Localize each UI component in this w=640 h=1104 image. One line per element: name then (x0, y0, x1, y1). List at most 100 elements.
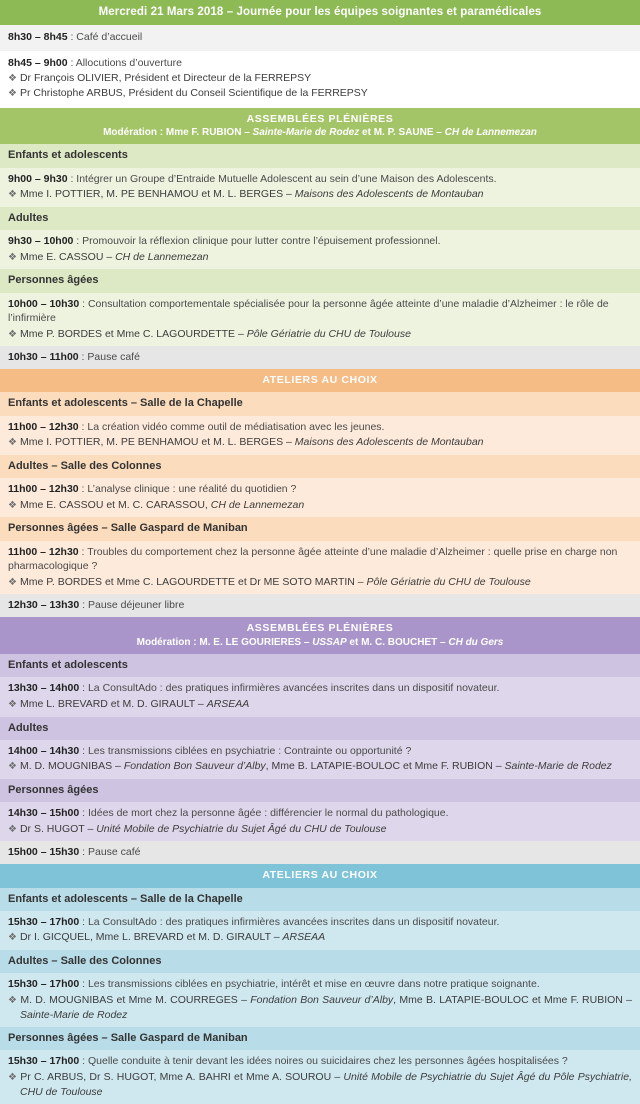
talk-speakers: ❖ Dr I. GICQUEL, Mme L. BREVARD et M. D. … (8, 931, 326, 944)
talk-item: 11h00 – 12h30 : L’analyse clinique : une… (0, 478, 640, 518)
opening-allocutions-bullets: ❖ Dr François OLIVIER, Président et Direc… (8, 57, 632, 102)
category-header: Personnes âgées (0, 269, 640, 293)
talk-item: 11h00 – 12h30 : La création vidéo comme … (0, 415, 640, 455)
talk-headline: 11h00 – 12h30 : La création vidéo comme … (8, 420, 632, 434)
talk-speakers: ❖ Pr C. ARBUS, Dr S. HUGOT, Mme A. BAHRI … (8, 1070, 632, 1098)
list-item: ❖ Pr Christophe ARBUS, Président du Conse… (8, 86, 632, 102)
talk-item: 15h30 – 17h00 : La ConsultAdo : des prat… (0, 910, 640, 951)
talk-speakers: ❖ Mme E. CASSOU – CH de Lannemezan (8, 250, 209, 263)
session-band-moderation: Modération : M. E. LE GOURIERES – USSAP … (136, 636, 504, 648)
diamond-bullet-icon: ❖ (8, 189, 17, 201)
day-title-banner: Mercredi 21 Mars 2018 – Journée pour les… (0, 0, 640, 26)
opening-coffee-row: 8h30 – 8h45 : Café d’accueil (0, 25, 640, 52)
talk-item: 10h00 – 10h30 : Consultation comportemen… (0, 292, 640, 347)
category-header-label: Adultes (8, 721, 49, 734)
talk-item: 15h30 – 17h00 : Quelle conduite à tenir … (0, 1050, 640, 1104)
session-band-moderation: Modération : Mme F. RUBION – Sainte-Mari… (103, 126, 537, 138)
break-label: : Pause café (79, 846, 141, 859)
talk-item: 9h00 – 9h30 : Intégrer un Groupe d’Entra… (0, 167, 640, 207)
diamond-bullet-icon: ❖ (8, 499, 17, 511)
category-header: Enfants et adolescents – Salle de la Cha… (0, 392, 640, 416)
talk-headline: 15h30 – 17h00 : La ConsultAdo : des prat… (8, 915, 632, 929)
opening-coffee-time: 8h30 – 8h45 (8, 31, 68, 44)
talk-item: 14h30 – 15h00 : Idées de mort chez la pe… (0, 802, 640, 842)
session-band: ATELIERS AU CHOIX (0, 369, 640, 393)
list-item-label: Pr Christophe ARBUS, Président du Consei… (19, 87, 368, 100)
diamond-bullet-icon: ❖ (8, 72, 17, 84)
talk-time: 14h30 – 15h00 (8, 807, 80, 820)
talk-time: 15h30 – 17h00 (8, 1055, 80, 1068)
talk-time: 15h30 – 17h00 (8, 978, 80, 991)
talk-title: : La ConsultAdo : des pratiques infirmiè… (79, 915, 500, 928)
talk-speakers: ❖ Mme I. POTTIER, M. PE BENHAMOU et M. L.… (8, 436, 484, 449)
day-title-text: Mercredi 21 Mars 2018 – Journée pour les… (98, 6, 542, 18)
category-header: Enfants et adolescents (0, 144, 640, 168)
talk-headline: 9h00 – 9h30 : Intégrer un Groupe d’Entra… (8, 172, 632, 186)
talk-headline: 11h00 – 12h30 : Troubles du comportement… (8, 545, 632, 574)
talk-item: 13h30 – 14h00 : La ConsultAdo : des prat… (0, 677, 640, 717)
break-row: 10h30 – 11h00 : Pause café (0, 346, 640, 370)
talk-time: 11h00 – 12h30 (8, 545, 79, 558)
talk-speakers: ❖ M. D. MOUGNIBAS – Fondation Bon Sauveur… (8, 760, 612, 773)
diamond-bullet-icon: ❖ (8, 761, 17, 773)
talk-speakers: ❖ Mme P. BORDES et Mme C. LAGOURDETTE – P… (8, 327, 411, 340)
category-header: Adultes – Salle des Colonnes (0, 950, 640, 974)
talk-title: : La ConsultAdo : des pratiques infirmiè… (79, 682, 500, 695)
category-header: Adultes (0, 206, 640, 231)
break-time: 15h00 – 15h30 (8, 846, 80, 859)
talk-item: 15h30 – 17h00 : Les transmissions ciblée… (0, 973, 640, 1028)
category-header-label: Adultes – Salle des Colonnes (8, 459, 162, 472)
category-header: Enfants et adolescents (0, 654, 640, 678)
diamond-bullet-icon: ❖ (8, 1071, 18, 1083)
talk-headline: 9h30 – 10h00 : Promouvoir la réflexion c… (8, 234, 632, 248)
talk-speakers: ❖ Dr S. HUGOT – Unité Mobile de Psychiatr… (8, 822, 387, 835)
category-header-label: Adultes – Salle des Colonnes (8, 955, 162, 968)
talk-headline: 11h00 – 12h30 : L’analyse clinique : une… (8, 482, 632, 496)
talk-title: : Quelle conduite à tenir devant les idé… (79, 1055, 568, 1068)
diamond-bullet-icon: ❖ (8, 437, 17, 449)
category-header-label: Enfants et adolescents (8, 659, 128, 672)
category-header: Enfants et adolescents – Salle de la Cha… (0, 887, 640, 911)
talk-title: : Les transmissions ciblées en psychiatr… (79, 744, 412, 757)
talk-title: : L’analyse clinique : une réalité du qu… (78, 483, 297, 496)
category-header: Adultes (0, 716, 640, 740)
opening-allocutions-desc: : Allocutions d’ouverture (67, 57, 182, 70)
talk-speakers: ❖ M. D. MOUGNIBAS et Mme M. COURREGES – F… (8, 993, 633, 1021)
talk-title: : Consultation comportementale spécialis… (8, 297, 609, 325)
break-row: 12h30 – 13h30 : Pause déjeuner libre (0, 594, 640, 618)
talk-speakers: ❖ Mme E. CASSOU et M. C. CARASSOU, CH de … (8, 498, 305, 511)
category-header: Adultes – Salle des Colonnes (0, 454, 640, 479)
list-item-label: Dr François OLIVIER, Président et Direct… (19, 71, 312, 84)
category-header-label: Enfants et adolescents – Salle de la Cha… (8, 892, 243, 905)
session-band: ASSEMBLÉES PLÉNIÈRES Modération : Mme F. … (0, 107, 640, 145)
category-header-label: Personnes âgées (8, 274, 99, 287)
talk-speakers: ❖ Mme P. BORDES et Mme C. LAGOURDETTE et … (8, 575, 531, 588)
talk-time: 15h30 – 17h00 (8, 915, 80, 928)
talk-speakers: ❖ Mme L. BREVARD et M. D. GIRAULT – ARSEA… (8, 697, 250, 710)
category-header-label: Adultes (8, 211, 49, 224)
diamond-bullet-icon: ❖ (8, 823, 17, 835)
opening-coffee-desc: : Café d’accueil (67, 31, 143, 44)
category-header-label: Personnes âgées – Salle Gaspard de Manib… (8, 1032, 248, 1045)
diamond-bullet-icon: ❖ (8, 994, 18, 1006)
session-band-title: ASSEMBLÉES PLÉNIÈRES (246, 112, 394, 125)
talk-item: 14h00 – 14h30 : Les transmissions ciblée… (0, 739, 640, 779)
category-header-label: Enfants et adolescents – Salle de la Cha… (8, 397, 243, 410)
talk-headline: 14h00 – 14h30 : Les transmissions ciblée… (8, 744, 632, 758)
category-header-label: Personnes âgées (8, 783, 99, 796)
talk-headline: 15h30 – 17h00 : Les transmissions ciblée… (8, 977, 632, 991)
diamond-bullet-icon: ❖ (8, 576, 17, 588)
category-header-label: Personnes âgées – Salle Gaspard de Manib… (8, 522, 248, 535)
break-label: : Pause café (78, 351, 140, 364)
talk-time: 14h00 – 14h30 (8, 744, 80, 757)
category-header-label: Enfants et adolescents (8, 149, 128, 162)
diamond-bullet-icon: ❖ (8, 328, 17, 340)
category-header: Personnes âgées – Salle Gaspard de Manib… (0, 517, 640, 541)
diamond-bullet-icon: ❖ (8, 698, 17, 710)
talk-time: 9h00 – 9h30 (8, 172, 68, 185)
session-band-title: ATELIERS AU CHOIX (262, 869, 378, 882)
category-header: Personnes âgées (0, 778, 640, 803)
talk-headline: 15h30 – 17h00 : Quelle conduite à tenir … (8, 1054, 632, 1068)
talk-title: : La création vidéo comme outil de média… (78, 420, 385, 433)
